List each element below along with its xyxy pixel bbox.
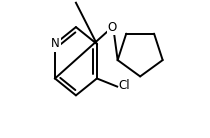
Text: Br: Br <box>69 0 83 1</box>
Text: O: O <box>108 21 117 34</box>
Text: N: N <box>51 38 59 51</box>
Text: Cl: Cl <box>119 79 130 92</box>
